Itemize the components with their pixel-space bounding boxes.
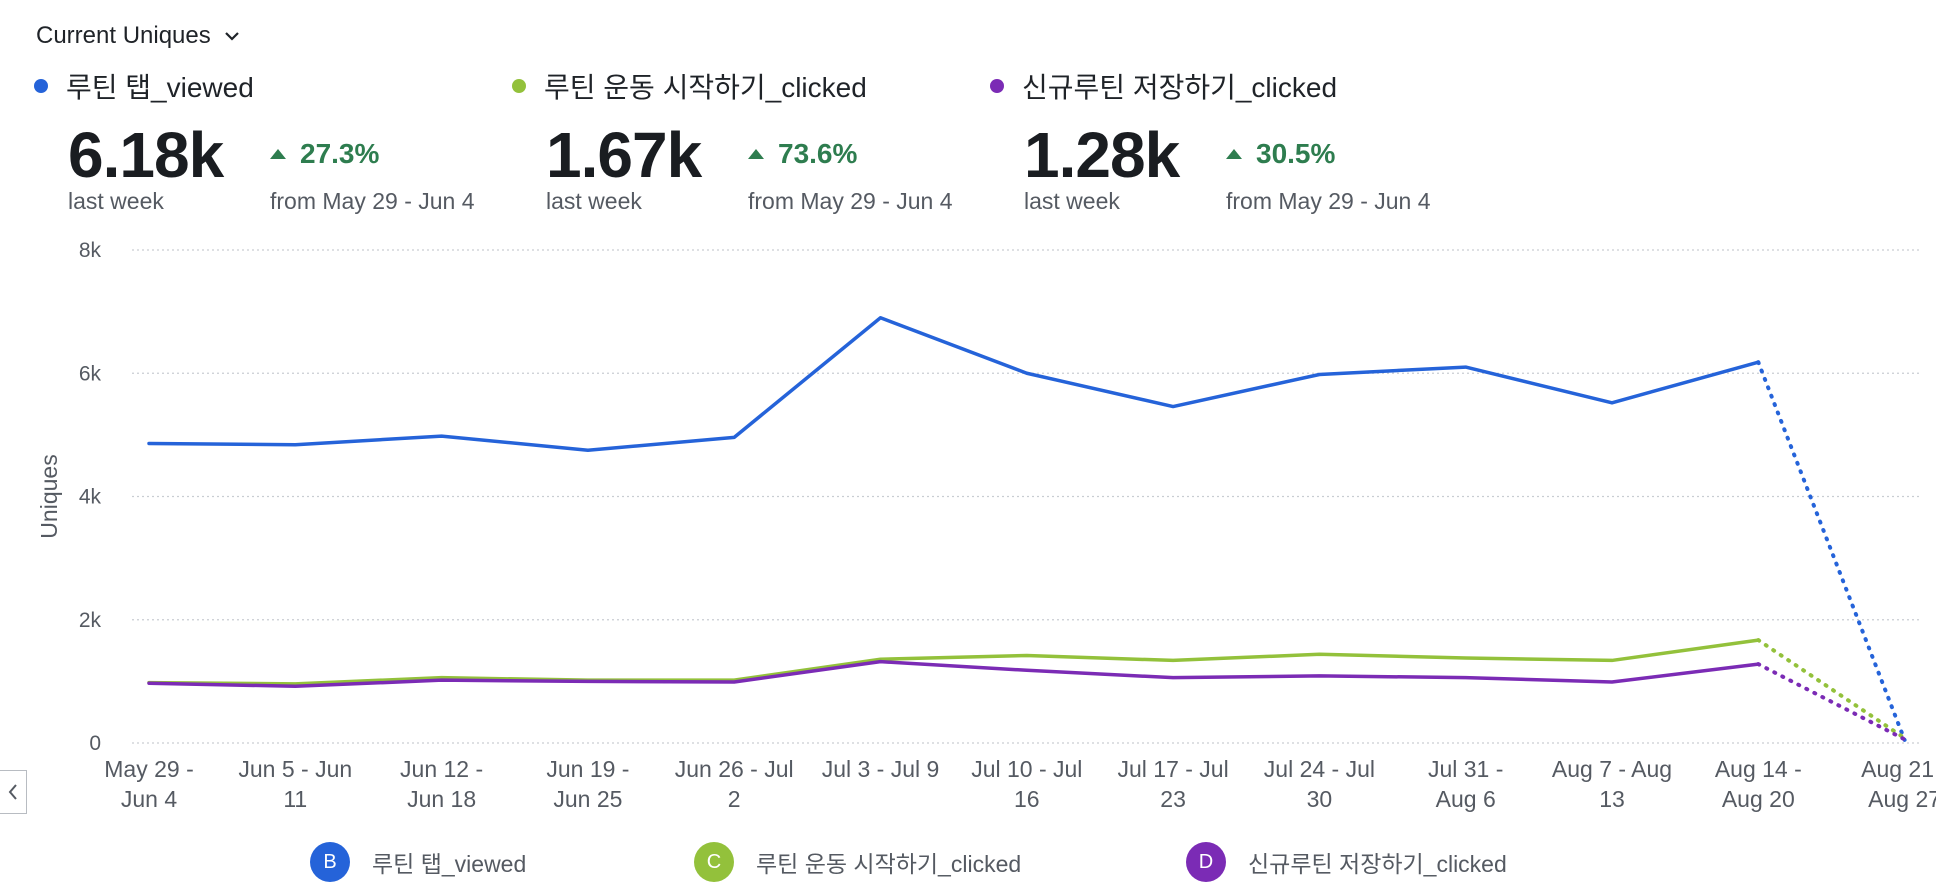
metric-selector-label: Current Uniques [36, 22, 211, 49]
legend-item-d[interactable]: D 신규루틴 저장하기_clicked [1186, 842, 1507, 882]
x-tick-label: Aug 7 - Aug 13 [1552, 756, 1672, 812]
up-arrow-icon [1226, 149, 1242, 159]
series-color-dot [512, 79, 526, 93]
x-tick-label: Jun 5 - Jun 11 [238, 756, 352, 812]
chevron-left-icon [8, 784, 17, 800]
metric-name: 루틴 탭_viewed [66, 72, 254, 103]
x-tick-label: May 29 -Jun 4 [104, 756, 193, 812]
metric-comparison: from May 29 - Jun 4 [270, 188, 475, 214]
x-tick-label: Jun 12 -Jun 18 [400, 756, 483, 812]
y-tick-label: 6k [79, 362, 102, 385]
y-tick-label: 0 [89, 732, 101, 755]
metric-delta: 27.3% [270, 138, 379, 170]
legend-badge: C [694, 842, 734, 882]
x-tick-label: Jul 31 -Aug 6 [1428, 756, 1503, 812]
y-tick-label: 8k [79, 239, 102, 262]
metric-value: 1.67k [546, 119, 702, 191]
up-arrow-icon [748, 149, 764, 159]
metric-value: 6.18k [68, 119, 224, 191]
metric-delta-value: 27.3% [300, 138, 380, 169]
x-tick-label: Jul 10 - Jul 16 [971, 756, 1082, 812]
y-tick-label: 2k [79, 609, 102, 632]
series-incomplete-segment-d [1756, 662, 1907, 742]
y-axis-label: Uniques [36, 454, 62, 538]
chart-legend: B 루틴 탭_viewed C 루틴 운동 시작하기_clicked D 신규루틴 저장하… [0, 842, 1936, 888]
series-color-dot [34, 79, 48, 93]
x-tick-label: Aug 21 -Aug 27 [1861, 756, 1936, 812]
y-tick-label: 4k [79, 486, 102, 509]
legend-item-b[interactable]: B 루틴 탭_viewed [310, 842, 526, 882]
legend-label: 루틴 탭_viewed [372, 851, 527, 877]
up-arrow-icon [270, 149, 286, 159]
metric-delta: 30.5% [1226, 138, 1335, 170]
metric-selector-dropdown[interactable]: Current Uniques [36, 22, 241, 50]
series-line-c [147, 638, 1761, 686]
series-line-d [147, 659, 1761, 689]
metric-comparison: from May 29 - Jun 4 [1226, 188, 1431, 214]
chevron-down-icon [224, 32, 239, 41]
legend-label: 루틴 운동 시작하기_clicked [756, 851, 1022, 877]
legend-label: 신규루틴 저장하기_clicked [1248, 851, 1507, 877]
metric-period: last week [1024, 188, 1120, 214]
metric-card-routine-tab-viewed: 루틴 탭_viewed 6.18k last week 27.3% from M… [34, 68, 504, 218]
uniques-line-chart: 0 2k 4k 6k 8k Uniques May 29 -Jun 4 Jun 5 - Jun… [36, 239, 1936, 812]
x-tick-label: Jun 19 -Jun 25 [546, 756, 629, 812]
series-line-b [147, 316, 1761, 453]
metric-comparison: from May 29 - Jun 4 [748, 188, 953, 214]
metric-delta-value: 30.5% [1256, 138, 1336, 169]
metric-name: 신규루틴 저장하기_clicked [1022, 72, 1338, 103]
metric-card-routine-workout-start-clicked: 루틴 운동 시작하기_clicked 1.67k last week 73.6%… [512, 68, 982, 218]
x-tick-label: Jul 3 - Jul 9 [822, 756, 940, 782]
metric-delta-value: 73.6% [778, 138, 858, 169]
series-incomplete-segment-b [1756, 360, 1907, 742]
x-tick-label: Aug 14 -Aug 20 [1715, 756, 1802, 812]
metric-period: last week [546, 188, 642, 214]
x-tick-label: Jul 17 - Jul 23 [1117, 756, 1228, 812]
legend-badge: B [310, 842, 350, 882]
series-incomplete-segment-c [1756, 638, 1907, 741]
series-color-dot [990, 79, 1004, 93]
legend-item-c[interactable]: C 루틴 운동 시작하기_clicked [694, 842, 1021, 882]
metric-name: 루틴 운동 시작하기_clicked [544, 72, 867, 103]
scroll-left-button[interactable] [0, 770, 27, 814]
legend-badge: D [1186, 842, 1226, 882]
metric-value: 1.28k [1024, 119, 1180, 191]
metric-period: last week [68, 188, 164, 214]
metric-card-new-routine-save-clicked: 신규루틴 저장하기_clicked 1.28k last week 30.5% … [990, 68, 1460, 218]
metric-delta: 73.6% [748, 138, 857, 170]
x-tick-label: Jun 26 - Jul 2 [675, 756, 794, 812]
x-tick-label: Jul 24 - Jul 30 [1264, 756, 1375, 812]
